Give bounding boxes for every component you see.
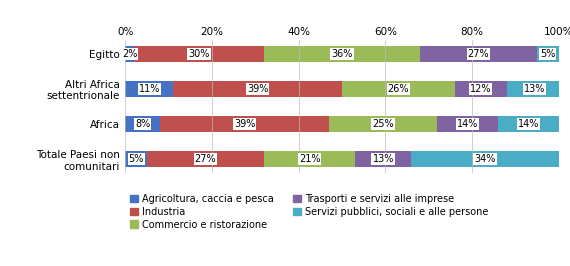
Text: 11%: 11% xyxy=(139,84,160,94)
Bar xyxy=(498,116,559,132)
Text: 39%: 39% xyxy=(247,84,268,94)
Text: 14%: 14% xyxy=(457,119,478,129)
Text: 5%: 5% xyxy=(129,154,144,164)
Text: 21%: 21% xyxy=(299,154,320,164)
Text: 8%: 8% xyxy=(135,119,150,129)
Bar xyxy=(147,151,264,167)
Text: 13%: 13% xyxy=(372,154,394,164)
Bar xyxy=(412,151,559,167)
Bar xyxy=(264,151,355,167)
Legend: Agricoltura, caccia e pesca, Industria, Commercio e ristorazione, Trasporti e se: Agricoltura, caccia e pesca, Industria, … xyxy=(131,194,488,230)
Text: 27%: 27% xyxy=(195,154,217,164)
Bar xyxy=(329,116,437,132)
Text: 14%: 14% xyxy=(518,119,539,129)
Bar xyxy=(134,46,264,62)
Text: 5%: 5% xyxy=(540,49,555,59)
Text: 12%: 12% xyxy=(470,84,491,94)
Text: 30%: 30% xyxy=(188,49,210,59)
Bar xyxy=(342,81,455,97)
Text: 13%: 13% xyxy=(524,84,545,94)
Bar xyxy=(173,81,342,97)
Text: 36%: 36% xyxy=(331,49,353,59)
Text: 39%: 39% xyxy=(234,119,255,129)
Text: 34%: 34% xyxy=(474,154,496,164)
Bar xyxy=(125,46,134,62)
Bar xyxy=(420,46,537,62)
Bar xyxy=(125,151,147,167)
Bar xyxy=(125,116,160,132)
Text: 27%: 27% xyxy=(467,49,489,59)
Bar xyxy=(507,81,563,97)
Bar xyxy=(355,151,412,167)
Text: 26%: 26% xyxy=(388,84,409,94)
Text: 2%: 2% xyxy=(122,49,137,59)
Bar xyxy=(125,81,173,97)
Bar xyxy=(437,116,498,132)
Bar xyxy=(455,81,507,97)
Bar xyxy=(160,116,329,132)
Text: 25%: 25% xyxy=(372,119,394,129)
Bar xyxy=(537,46,559,62)
Bar xyxy=(264,46,420,62)
